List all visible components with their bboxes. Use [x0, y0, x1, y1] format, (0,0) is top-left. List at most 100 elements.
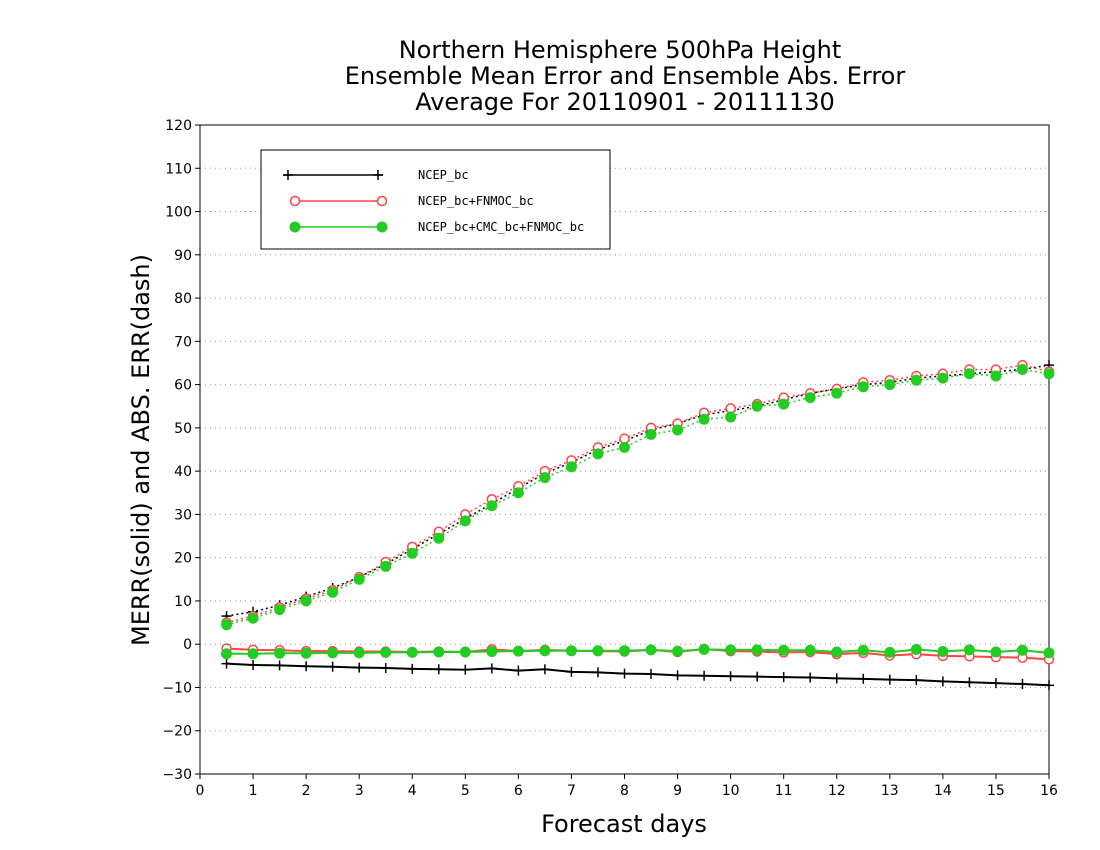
- series-2-merr-point: [406, 646, 418, 658]
- series-2-abs-err-point: [327, 586, 339, 598]
- y-tick-label: 120: [165, 118, 192, 134]
- series-2-merr-point: [539, 645, 551, 657]
- series-2-abs-err-point: [725, 411, 737, 423]
- y-tick-label: −20: [162, 724, 192, 740]
- series-0-merr-point: [858, 673, 869, 684]
- x-tick-label: 2: [302, 783, 311, 799]
- series-2-abs-err-point: [406, 547, 418, 559]
- legend-label-ncep-fnmoc: NCEP_bc+FNMOC_bc: [418, 194, 534, 208]
- x-tick-label: 7: [567, 783, 576, 799]
- series-1-abs-err-point: [619, 433, 630, 444]
- y-axis-label: MERR(solid) and ABS. ERR(dash): [127, 254, 155, 646]
- series-2-abs-err-point: [592, 448, 604, 460]
- series-2-merr-point: [459, 646, 471, 658]
- series-0-merr-point: [672, 670, 683, 681]
- series-1: [221, 359, 1055, 665]
- series-2-abs-err-point: [353, 573, 365, 585]
- series-0-merr-point: [248, 659, 259, 670]
- legend-marker-1: [289, 195, 301, 207]
- series-2-abs-err-point: [274, 604, 286, 616]
- series-0-merr-point: [699, 670, 710, 681]
- series-2-abs-err-point: [619, 441, 630, 453]
- series-0-merr-line: [226, 662, 1050, 687]
- series-2-abs-err-point: [884, 379, 896, 391]
- series-0-merr-point: [1017, 679, 1028, 690]
- x-tick-label: 10: [722, 783, 740, 799]
- legend-markers: [283, 170, 388, 233]
- series-2-merr-point: [380, 646, 392, 658]
- legend: NCEP_bc NCEP_bc+FNMOC_bc NCEP_bc+CMC_bc+…: [260, 149, 611, 250]
- series-2-merr-point: [221, 648, 233, 660]
- series-2-merr-point: [857, 644, 869, 656]
- series-2-abs-err-point: [459, 515, 471, 527]
- series-2-abs-err-point: [433, 532, 445, 544]
- series-0-merr-point: [221, 658, 232, 669]
- legend-marker-0: [373, 170, 383, 180]
- series-2-abs-err-point: [300, 595, 312, 607]
- series-0-merr-point: [460, 664, 471, 675]
- series-0: [221, 360, 1054, 691]
- series-2-merr-point: [300, 647, 312, 659]
- series-2-merr-point: [592, 645, 604, 657]
- series-2-merr-point: [247, 648, 259, 660]
- series-2-abs-err-point: [804, 392, 816, 404]
- series-2-merr-point: [645, 644, 657, 656]
- series-2-merr-point: [778, 644, 790, 656]
- series-2-abs-err-point: [565, 461, 577, 473]
- series-2-abs-err-point: [672, 424, 684, 436]
- y-tick-label: 70: [174, 334, 192, 350]
- series-2-abs-err-point: [221, 619, 233, 631]
- series-1-abs-err-point: [725, 403, 736, 414]
- series-2-abs-err-point: [778, 398, 790, 410]
- series-0-merr-point: [354, 662, 365, 673]
- x-tick-label: 5: [461, 783, 470, 799]
- series-2-abs-err-point: [1016, 363, 1028, 375]
- series-0-merr-point: [725, 671, 736, 682]
- series-0-merr-point: [301, 661, 312, 672]
- series-2-abs-err-point: [963, 368, 975, 380]
- series-2-merr-point: [963, 644, 975, 656]
- series-2-merr-point: [565, 645, 577, 657]
- x-tick-label: 9: [673, 783, 682, 799]
- series-2-merr-point: [831, 646, 843, 658]
- x-axis: 0 1 2 3 4 5 6 7 8 9 10 11 12 13 14 15 16: [196, 774, 1058, 799]
- chart-title: Northern Hemisphere 500hPa Height Ensemb…: [345, 36, 906, 116]
- x-tick-label: 11: [775, 783, 793, 799]
- x-tick-label: 13: [881, 783, 899, 799]
- y-tick-label: 20: [174, 551, 192, 567]
- series-2-abs-err-point: [751, 400, 763, 412]
- series-2-merr-point: [486, 646, 498, 658]
- legend-marker-1: [376, 195, 388, 207]
- series-0-merr-point: [274, 660, 285, 671]
- series-0-merr-point: [407, 663, 418, 674]
- x-tick-label: 12: [828, 783, 846, 799]
- legend-marker-2: [289, 221, 301, 233]
- y-tick-label: −30: [162, 767, 192, 783]
- series-2-merr-point: [672, 645, 684, 657]
- series-2-merr-point: [1043, 647, 1055, 659]
- series-2-merr-point: [884, 646, 896, 658]
- series-0-merr-point: [1044, 680, 1054, 691]
- series-2-abs-err-point: [247, 612, 259, 624]
- y-tick-label: 40: [174, 464, 192, 480]
- series-2-merr-point: [353, 647, 365, 659]
- series-2-merr-point: [937, 646, 949, 658]
- x-tick-label: 6: [514, 783, 523, 799]
- series-0-merr-point: [990, 678, 1001, 689]
- series-2-merr-point: [804, 644, 816, 656]
- series-0-merr-point: [433, 664, 444, 675]
- series-0-merr-point: [778, 672, 789, 683]
- y-tick-label: 90: [174, 248, 192, 264]
- series-2-merr-point: [433, 646, 445, 658]
- series-0-merr-point: [831, 673, 842, 684]
- y-tick-label: 100: [165, 205, 192, 221]
- series-2-abs-err-point: [1043, 368, 1055, 380]
- series-2-merr-point: [990, 646, 1002, 658]
- legend-label-ncep-bc: NCEP_bc: [418, 168, 469, 182]
- series-0-merr-point: [380, 662, 391, 673]
- x-tick-label: 4: [408, 783, 417, 799]
- y-tick-label: 80: [174, 291, 192, 307]
- x-axis-label: Forecast days: [541, 810, 707, 838]
- series-2-abs-err-point: [990, 370, 1002, 382]
